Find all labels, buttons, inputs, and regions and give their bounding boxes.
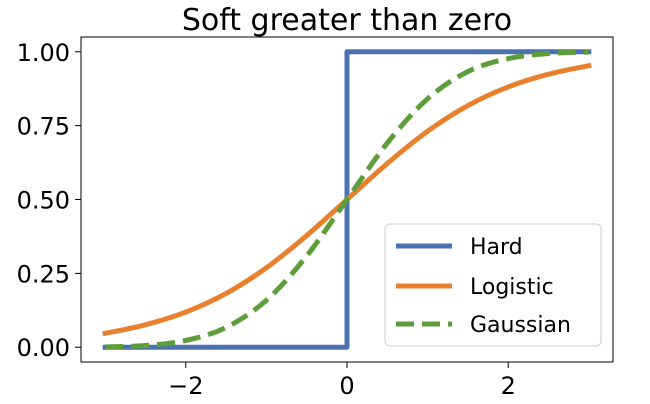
x-tick-label: 2 [501, 372, 516, 400]
y-tick-label: 0.75 [17, 113, 70, 141]
legend-label-hard: Hard [470, 235, 523, 260]
x-tick-label: 0 [339, 372, 354, 400]
y-tick-label: 0.50 [17, 187, 70, 215]
y-tick-label: 1.00 [17, 39, 70, 67]
chart-title: Soft greater than zero [182, 3, 512, 38]
y-axis: 0.00 0.25 0.50 0.75 1.00 [17, 39, 81, 362]
series-line-gaussian [105, 49, 589, 350]
legend-box [384, 223, 602, 347]
y-tick-label: 0.25 [17, 260, 70, 288]
x-tick-label: −2 [168, 372, 203, 400]
y-tick-label: 0.00 [17, 334, 70, 362]
plot-frame [80, 36, 614, 363]
legend-label-logistic: Logistic [470, 275, 554, 300]
plot-area [102, 49, 592, 350]
x-axis: −2 0 2 [168, 362, 516, 400]
legend: Hard Logistic Gaussian [384, 223, 602, 347]
legend-label-gaussian: Gaussian [470, 313, 571, 338]
